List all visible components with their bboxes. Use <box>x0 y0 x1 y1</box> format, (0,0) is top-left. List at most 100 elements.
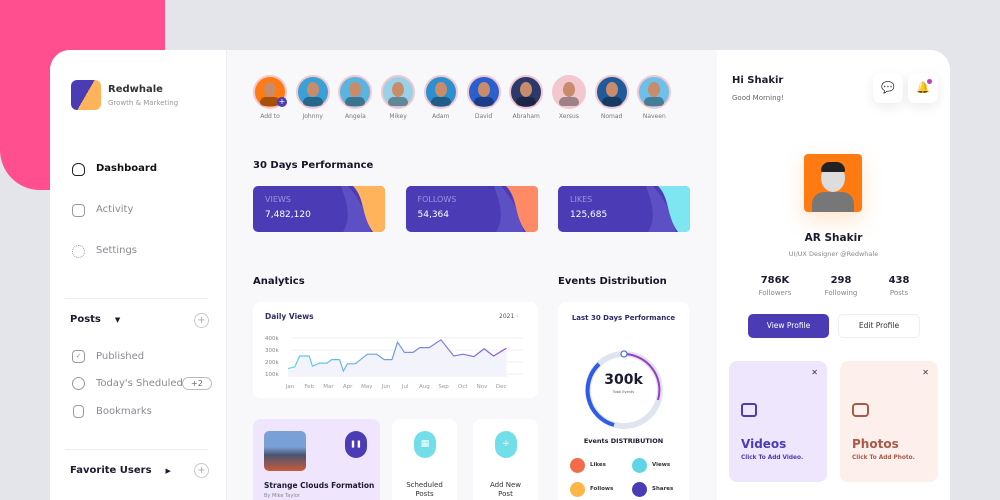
calendar-icon: ▦ <box>414 431 436 458</box>
avatar-face <box>520 82 533 97</box>
close-icon[interactable]: ✕ <box>811 368 818 377</box>
card-value: 7,482,120 <box>265 210 311 220</box>
x-tick-label: Apr <box>343 384 353 390</box>
data-point <box>428 347 430 349</box>
avatar-face <box>562 82 575 97</box>
close-icon[interactable]: ✕ <box>922 368 929 377</box>
data-point <box>506 347 508 349</box>
brand-tagline: Growth & Marketing <box>108 99 179 107</box>
avatar-name: David <box>474 113 493 120</box>
x-tick-label: Sep <box>438 384 449 390</box>
videos-tile[interactable]: ✕ Videos Click To Add Video. <box>729 361 827 482</box>
events-title: Events Distribution <box>558 276 667 287</box>
performance-card-views[interactable]: VIEWS 7,482,120 <box>253 186 385 232</box>
x-tick-label: Jan <box>285 384 295 390</box>
data-point <box>319 362 321 364</box>
year-value: 2021 <box>499 313 515 320</box>
legend-icon <box>632 482 647 497</box>
avatar-name: Nomad <box>600 113 623 120</box>
calendar-icon <box>72 204 85 217</box>
legend-icon <box>570 482 585 497</box>
quick-label-1: Add New <box>489 481 522 489</box>
events-card-title: Last 30 Days Performance <box>571 314 676 322</box>
y-tick-label: 400k <box>265 336 279 342</box>
card-value: 125,685 <box>570 210 608 220</box>
avatar-face <box>349 82 362 97</box>
data-point <box>404 352 406 354</box>
favorite-users-toggle[interactable]: Favorite Users ▶ <box>70 465 171 476</box>
daily-views-line <box>287 338 507 373</box>
stat-posts: 438 Posts <box>869 275 929 297</box>
profile-name: AR Shakir <box>804 232 863 244</box>
add-new-post-button[interactable]: + Add New Post <box>473 419 538 500</box>
data-point <box>383 359 385 361</box>
pause-button[interactable]: ❚❚ <box>345 431 367 458</box>
data-point <box>453 355 455 357</box>
stat-label: Posts <box>889 289 909 297</box>
data-point <box>376 353 378 355</box>
divider <box>65 298 208 299</box>
x-tick-label: May <box>361 384 373 390</box>
quick-label-2: Post <box>498 490 513 498</box>
camera-icon <box>852 403 869 417</box>
avatar <box>509 75 544 109</box>
scheduled-posts-button[interactable]: ▦ Scheduled Posts <box>392 419 457 500</box>
posts-toggle[interactable]: Posts ▼ <box>70 314 120 325</box>
profile-role: UI/UX Designer @Redwhale <box>788 250 879 258</box>
scheduled-badge: +2 <box>182 377 212 390</box>
greeting-subtitle: Good Morning! <box>732 94 784 102</box>
stat-label: Following <box>824 289 858 297</box>
pause-icon: ❚❚ <box>350 440 362 448</box>
chat-icon: 💬 <box>881 81 895 94</box>
avatar-name: Abraham <box>512 113 540 120</box>
avatar <box>637 75 672 109</box>
performance-card-likes[interactable]: LIKES 125,685 <box>558 186 690 232</box>
avatar-body <box>430 97 451 106</box>
year-select[interactable]: 2021 › <box>499 313 519 320</box>
item-label: Published <box>96 351 145 362</box>
stat-value: 298 <box>830 275 852 286</box>
y-tick-label: 100k <box>265 372 279 378</box>
view-profile-button[interactable]: View Profile <box>748 314 829 338</box>
data-point <box>440 339 442 341</box>
data-point <box>354 363 356 365</box>
legend-label: Shares <box>652 486 674 492</box>
events-card: Last 30 Days Performance 300k Total Even… <box>558 302 689 500</box>
avatar <box>295 75 330 109</box>
data-point <box>294 366 296 368</box>
avatar-name: Johnny <box>302 113 323 120</box>
data-point <box>473 356 475 358</box>
x-tick-label: Nov <box>477 384 488 390</box>
avatar-face <box>648 82 661 97</box>
add-favorite-button[interactable]: + <box>194 463 209 478</box>
item-label: Today's Sheduled <box>96 378 183 389</box>
media-card[interactable]: ❚❚ Strange Clouds Formation By Mike Tayl… <box>253 419 380 500</box>
main-content: + Add to Johnny Angela Mikey Adam David Abraham… <box>227 50 717 500</box>
avatar-body <box>601 97 622 106</box>
avatar-name: Naveen <box>642 113 666 120</box>
avatar-body <box>644 97 665 106</box>
data-point <box>391 359 393 361</box>
caret-right-icon: ▶ <box>165 467 171 475</box>
divider <box>65 449 208 450</box>
avatar-body <box>473 97 494 106</box>
notifications-button[interactable]: 🔔 <box>908 73 938 103</box>
photos-tile[interactable]: ✕ Photos Click To Add Photo. <box>840 361 938 482</box>
data-point <box>326 362 328 364</box>
avatar <box>466 75 501 109</box>
data-point <box>493 355 495 357</box>
performance-card-follows[interactable]: FOLLOWS 54,364 <box>405 186 538 232</box>
tile-title: Videos <box>741 437 787 451</box>
chevron-down-icon: › <box>516 313 519 320</box>
data-point <box>483 348 485 350</box>
messages-button[interactable]: 💬 <box>873 73 903 103</box>
brand-name: Redwhale <box>108 84 163 95</box>
caret-down-icon: ▼ <box>114 316 121 324</box>
avatar-body <box>558 97 579 106</box>
avatar-face <box>477 82 490 97</box>
quick-label-1: Scheduled <box>406 481 443 489</box>
add-post-button[interactable]: + <box>194 313 209 328</box>
data-point <box>339 359 341 361</box>
avatar-face <box>264 82 276 97</box>
edit-profile-button[interactable]: Edit Profile <box>838 314 920 338</box>
